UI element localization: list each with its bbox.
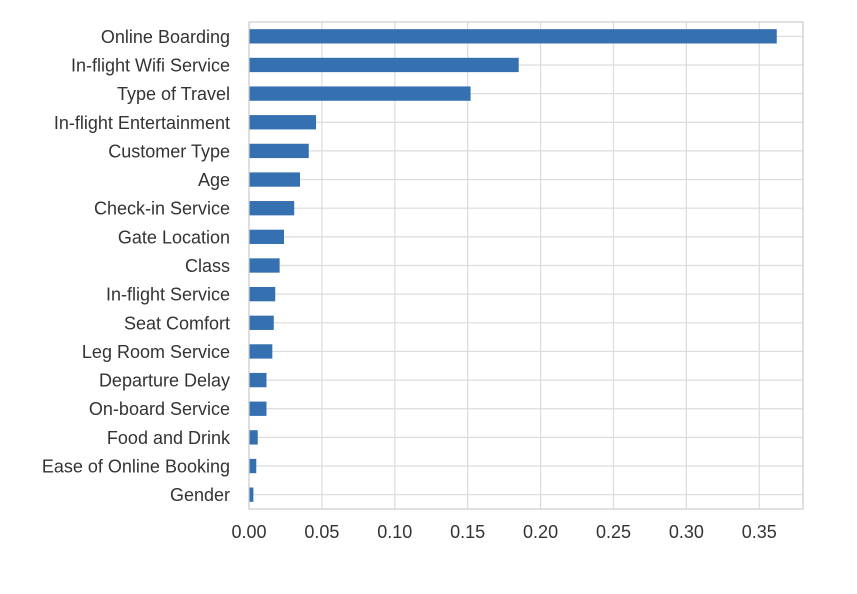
- x-tick-label: 0.35: [742, 522, 777, 542]
- x-tick-label: 0.00: [231, 522, 266, 542]
- y-tick-label: Online Boarding: [101, 27, 230, 47]
- x-tick-label: 0.25: [596, 522, 631, 542]
- bar: [249, 57, 519, 73]
- x-tick-label: 0.15: [450, 522, 485, 542]
- bar: [249, 401, 267, 416]
- x-tick-labels: 0.00 0.05 0.10 0.15 0.20 0.25 0.30 0.35: [231, 522, 776, 542]
- y-tick-label: Seat Comfort: [124, 313, 230, 333]
- bar: [249, 229, 284, 245]
- plot-border: [248, 21, 804, 510]
- y-tick-label: In-flight Wifi Service: [71, 55, 230, 75]
- y-tick-label: Food and Drink: [107, 428, 231, 448]
- bar: [249, 315, 274, 330]
- y-tick-label: Customer Type: [108, 141, 230, 161]
- x-tick-label: 0.10: [377, 522, 412, 542]
- bars-layer: [249, 29, 777, 502]
- y-tick-label: Gender: [170, 485, 230, 505]
- bar: [249, 258, 280, 273]
- y-tick-label: Type of Travel: [117, 84, 230, 104]
- bar: [249, 372, 267, 388]
- x-tick-label: 0.20: [523, 522, 558, 542]
- bar: [249, 115, 317, 130]
- y-tick-label: Gate Location: [118, 227, 230, 247]
- y-tick-labels: Online Boarding In-flight Wifi Service Typ…: [42, 27, 231, 505]
- x-tick-label: 0.30: [669, 522, 704, 542]
- y-tick-label: Leg Room Service: [82, 342, 230, 362]
- y-tick-label: In-flight Entertainment: [54, 113, 230, 133]
- bar: [249, 143, 309, 159]
- y-tick-label: Departure Delay: [99, 371, 230, 391]
- bar: [249, 430, 258, 445]
- bar: [249, 487, 254, 502]
- bar: [249, 86, 471, 101]
- plot-frame: [248, 21, 804, 510]
- y-tick-label: Check-in Service: [94, 199, 230, 219]
- bar: [249, 344, 273, 359]
- bar: [249, 458, 257, 474]
- bar: [249, 29, 777, 44]
- y-tick-label: Class: [185, 256, 230, 276]
- y-tick-label: In-flight Service: [106, 285, 230, 305]
- y-tick-label: Ease of Online Booking: [42, 457, 230, 477]
- y-tick-label: On-board Service: [89, 399, 230, 419]
- bar: [249, 201, 295, 216]
- bar: [249, 286, 276, 302]
- y-tick-label: Age: [198, 170, 230, 190]
- grid-layer: [248, 22, 803, 509]
- x-tick-label: 0.05: [304, 522, 339, 542]
- bar: [249, 172, 301, 187]
